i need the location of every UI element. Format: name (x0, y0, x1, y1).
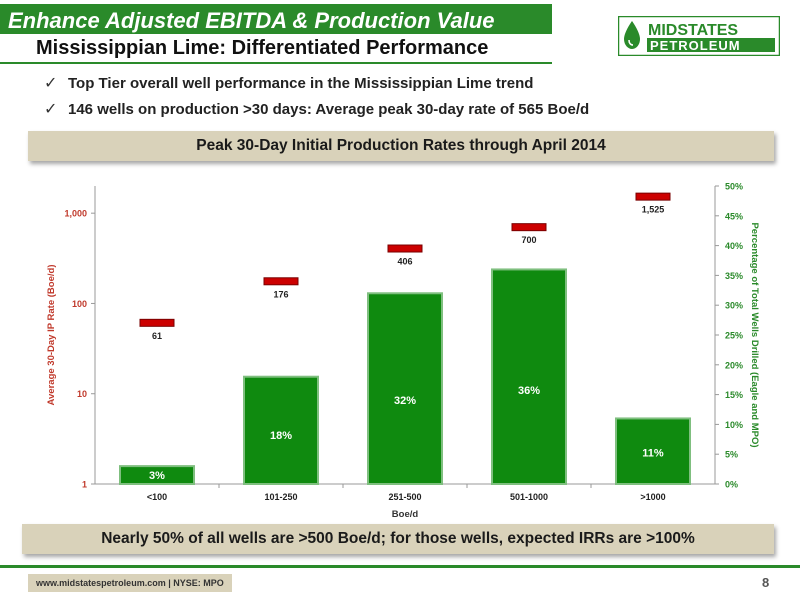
y2-tick-label: 10% (725, 420, 743, 430)
x-tick-label: 501-1000 (510, 492, 548, 502)
ip-rate-label: 700 (521, 235, 536, 245)
conclusion-banner: Nearly 50% of all wells are >500 Boe/d; … (22, 524, 774, 554)
y2-tick-label: 20% (725, 360, 743, 370)
bullet-text: Top Tier overall well performance in the… (68, 74, 534, 92)
ip-rate-marker (263, 277, 299, 286)
subtitle-rule (0, 62, 552, 64)
ip-rate-label: 176 (273, 289, 288, 299)
bar-value-label: 3% (149, 470, 165, 482)
y2-tick-label: 30% (725, 301, 743, 311)
y-tick-label: 10 (77, 389, 87, 399)
oil-drop-highlight (628, 39, 634, 46)
x-axis-title: Boe/d (392, 509, 419, 520)
checkmark-icon: ✓ (44, 75, 58, 92)
bullet-list: ✓ Top Tier overall well performance in t… (44, 70, 589, 122)
footer-rule (0, 565, 800, 568)
checkmark-icon: ✓ (44, 101, 58, 118)
ip-rate-marker (387, 244, 423, 253)
bar (119, 465, 195, 485)
x-tick-label: <100 (147, 492, 167, 502)
y2-tick-label: 15% (725, 390, 743, 400)
y-tick-label: 1,000 (64, 209, 87, 219)
bar (615, 417, 691, 485)
y-tick-label: 1 (82, 480, 87, 490)
bar-value-label: 18% (270, 430, 292, 442)
bar-value-label: 11% (642, 447, 664, 459)
ip-rate-label: 1,525 (642, 205, 665, 215)
page-subtitle: Mississippian Lime: Differentiated Perfo… (36, 37, 489, 59)
y2-tick-label: 5% (725, 450, 738, 460)
ip-rate-chart: 1 10 100 1,000 0% 5% 10% 15% 20% 25% 30% 35% 40% 45% 5… (46, 182, 760, 521)
x-tick-label: >1000 (640, 492, 665, 502)
ip-rate-marker (511, 223, 547, 232)
bar (491, 268, 567, 485)
bar (243, 375, 319, 485)
bar-value-label: 36% (518, 385, 540, 397)
ip-rate-marker (635, 192, 671, 201)
page-title: Enhance Adjusted EBITDA & Production Val… (8, 8, 495, 33)
bullet-item: ✓ 146 wells on production >30 days: Aver… (44, 96, 589, 122)
logo-band (647, 38, 775, 52)
logo-text-bottom: PETROLEUM (650, 38, 741, 53)
y2-tick-label: 45% (725, 211, 743, 221)
y-axis-title: Average 30-Day IP Rate (Boe/d) (46, 265, 57, 406)
ip-rate-label: 406 (397, 257, 412, 267)
y2-tick-label: 25% (725, 331, 743, 341)
x-tick-label: 101-250 (264, 492, 297, 502)
title-bar: Enhance Adjusted EBITDA & Production Val… (0, 4, 552, 34)
y2-axis-title: Percentage of Total Wells Drilled (Eagle… (749, 222, 760, 447)
chart-banner: Peak 30-Day Initial Production Rates thr… (28, 131, 774, 161)
ip-rate-marker (139, 318, 175, 327)
bar (367, 292, 443, 485)
bullet-item: ✓ Top Tier overall well performance in t… (44, 70, 589, 96)
oil-drop-icon (624, 21, 640, 49)
y2-tick-label: 0% (725, 480, 738, 490)
ip-rate-label: 61 (152, 331, 162, 341)
page-number: 8 (762, 575, 770, 590)
company-logo: MIDSTATES PETROLEUM (618, 16, 780, 56)
footer-website: www.midstatespetroleum.com | NYSE: MPO (28, 574, 232, 592)
y2-tick-label: 40% (725, 241, 743, 251)
bullet-text: 146 wells on production >30 days: Averag… (68, 100, 590, 118)
logo-text-top: MIDSTATES (648, 22, 738, 39)
y-tick-label: 100 (72, 299, 87, 309)
x-tick-label: 251-500 (388, 492, 421, 502)
bar-value-label: 32% (394, 395, 416, 407)
y2-tick-label: 35% (725, 271, 743, 281)
y2-tick-label: 50% (725, 182, 743, 192)
